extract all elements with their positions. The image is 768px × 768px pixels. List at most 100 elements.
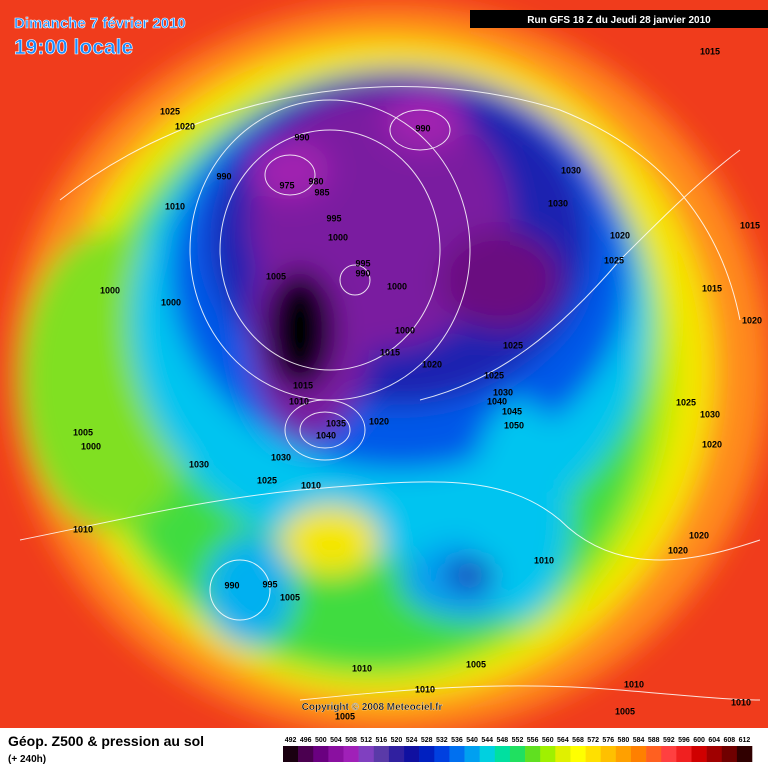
scale-swatch (313, 746, 329, 762)
scale-swatch (721, 746, 738, 762)
scale-swatch (283, 746, 299, 762)
pressure-label: 995 (326, 213, 341, 223)
z500-field (0, 0, 768, 735)
pressure-label: 980 (308, 176, 323, 186)
pressure-label: 1005 (466, 659, 486, 669)
pressure-label: 1010 (352, 663, 372, 673)
scale-swatch (509, 746, 526, 762)
pressure-label: 1000 (395, 325, 415, 335)
scale-swatch (736, 746, 753, 762)
pressure-label: 1050 (504, 420, 524, 430)
pressure-label: 985 (314, 187, 329, 197)
scale-label: 544 (481, 737, 493, 744)
scale-swatch (343, 746, 359, 762)
scale-swatch (388, 746, 405, 762)
pressure-label: 1020 (175, 121, 195, 131)
scale-swatch (540, 746, 556, 762)
scale-swatch (358, 746, 375, 762)
scale-swatch (706, 746, 723, 762)
scale-label: 580 (618, 737, 630, 744)
pressure-label: 990 (216, 171, 231, 181)
scale-label: 564 (557, 737, 569, 744)
scale-swatch (464, 746, 480, 762)
pressure-label: 1020 (668, 545, 688, 555)
color-scale: 492 496 500 504 508 512 516 520 524 528 532 536 540 5… (283, 737, 753, 762)
pressure-label: 1020 (610, 230, 630, 240)
scale-swatch (298, 746, 314, 762)
pressure-label: 1005 (615, 706, 635, 716)
pressure-label: 1025 (484, 370, 504, 380)
pressure-label: 1040 (316, 430, 336, 440)
scale-label: 516 (375, 737, 387, 744)
scale-label: 568 (572, 737, 584, 744)
pressure-label: 1005 (266, 271, 286, 281)
pressure-label: 1000 (81, 441, 101, 451)
pressure-label: 1015 (740, 220, 760, 230)
pressure-label: 1025 (676, 397, 696, 407)
scale-label: 588 (648, 737, 660, 744)
pressure-label: 1010 (534, 555, 554, 565)
scale-swatch (676, 746, 692, 762)
pressure-label: 990 (294, 132, 309, 142)
pressure-label: 1030 (493, 387, 513, 397)
scale-label: 556 (527, 737, 539, 744)
scale-label: 492 (285, 737, 297, 744)
pressure-label: 975 (279, 180, 294, 190)
scale-label: 560 (542, 737, 554, 744)
scale-swatch (646, 746, 662, 762)
contour-fill (10, 5, 768, 735)
pressure-label: 1005 (335, 711, 355, 721)
run-info: Run GFS 18 Z du Jeudi 28 janvier 2010 (527, 15, 711, 26)
scale-label: 548 (497, 737, 509, 744)
scale-label: 496 (300, 737, 312, 744)
scale-label: 524 (406, 737, 418, 744)
pressure-label: 1005 (280, 592, 300, 602)
pressure-label: 1005 (73, 427, 93, 437)
pressure-label: 1000 (100, 285, 120, 295)
scale-label: 508 (345, 737, 357, 744)
pressure-label: 1015 (702, 283, 722, 293)
pressure-label: 1025 (604, 255, 624, 265)
pressure-label: 1010 (624, 679, 644, 689)
pressure-label: 990 (224, 580, 239, 590)
pressure-label: 1030 (548, 198, 568, 208)
scale-label: 520 (391, 737, 403, 744)
scale-swatch (630, 746, 647, 762)
pressure-label: 1030 (271, 452, 291, 462)
pressure-label: 1030 (189, 459, 209, 469)
scale-swatch (661, 746, 677, 762)
pressure-label: 1015 (380, 347, 400, 357)
scale-label: 572 (587, 737, 599, 744)
pressure-label: 1020 (689, 530, 709, 540)
scale-label: 584 (633, 737, 645, 744)
pressure-label: 990 (415, 123, 430, 133)
pressure-label: 1000 (328, 232, 348, 242)
pressure-label: 1010 (165, 201, 185, 211)
scale-label: 592 (663, 737, 675, 744)
scale-swatch (434, 746, 450, 762)
scale-label: 604 (708, 737, 720, 744)
forecast-lead: (+ 240h) (8, 754, 46, 765)
pressure-label: 1025 (160, 106, 180, 116)
pressure-label: 1010 (301, 480, 321, 490)
forecast-time: 19:00 locale (14, 36, 133, 59)
pressure-label: 1010 (73, 524, 93, 534)
pressure-label: 995 (355, 258, 370, 268)
scale-label: 600 (693, 737, 705, 744)
pressure-label: 1030 (561, 165, 581, 175)
scale-swatch (615, 746, 632, 762)
pressure-label: 995 (262, 579, 277, 589)
pressure-label: 1000 (161, 297, 181, 307)
run-banner (470, 10, 768, 28)
scale-swatch (585, 746, 602, 762)
pressure-label: 1010 (289, 396, 309, 406)
scale-label: 596 (678, 737, 690, 744)
pressure-label: 1020 (702, 439, 722, 449)
forecast-date: Dimanche 7 février 2010 (14, 15, 186, 32)
pressure-label: 1025 (503, 340, 523, 350)
scale-swatch (373, 746, 390, 762)
pressure-label: 1040 (487, 396, 507, 406)
scale-label: 540 (466, 737, 478, 744)
pressure-label: 1020 (742, 315, 762, 325)
